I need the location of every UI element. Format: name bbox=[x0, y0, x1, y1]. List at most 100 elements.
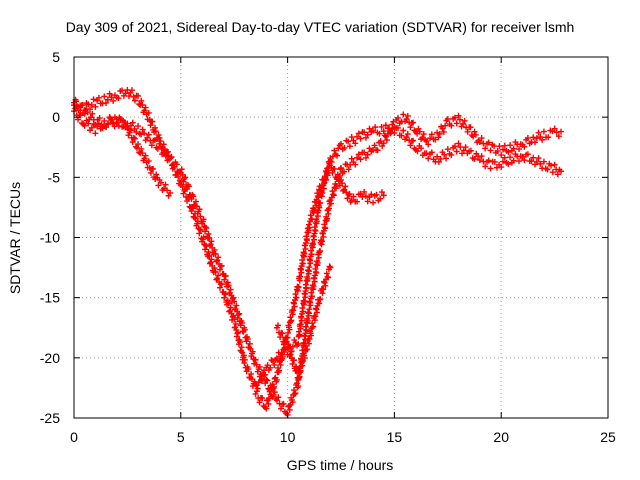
data-point bbox=[553, 129, 560, 136]
chart-title: Day 309 of 2021, Sidereal Day-to-day VTE… bbox=[66, 19, 575, 35]
data-point bbox=[101, 93, 108, 100]
data-point bbox=[304, 346, 311, 353]
data-point bbox=[280, 400, 287, 407]
data-point bbox=[298, 317, 305, 324]
data-point bbox=[448, 122, 455, 129]
data-point bbox=[178, 166, 185, 173]
data-point bbox=[464, 128, 471, 135]
data-point bbox=[307, 260, 314, 267]
data-point bbox=[319, 290, 326, 297]
data-point bbox=[323, 270, 330, 277]
data-point bbox=[366, 145, 373, 152]
data-point bbox=[491, 158, 498, 165]
data-point bbox=[233, 302, 240, 309]
data-point bbox=[196, 206, 203, 213]
data-point bbox=[291, 387, 298, 394]
data-point bbox=[521, 157, 528, 164]
data-point bbox=[321, 279, 328, 286]
data-point bbox=[418, 145, 425, 152]
data-point bbox=[90, 96, 97, 103]
data-point bbox=[129, 139, 136, 146]
data-point bbox=[389, 126, 396, 133]
data-point bbox=[371, 142, 378, 149]
data-point bbox=[544, 166, 551, 173]
data-point bbox=[298, 269, 305, 276]
data-point bbox=[348, 134, 355, 141]
data-point bbox=[311, 236, 318, 243]
data-point bbox=[325, 205, 332, 212]
data-point bbox=[79, 101, 86, 108]
data-point bbox=[362, 154, 369, 161]
data-point bbox=[455, 112, 462, 119]
data-point bbox=[303, 285, 310, 292]
data-point bbox=[197, 213, 204, 220]
data-point bbox=[216, 284, 223, 291]
data-point bbox=[507, 142, 514, 149]
data-point bbox=[478, 153, 485, 160]
data-point bbox=[370, 199, 377, 206]
data-point bbox=[240, 352, 247, 359]
data-point bbox=[312, 313, 319, 320]
data-point bbox=[90, 120, 97, 127]
data-point bbox=[410, 119, 417, 126]
data-point bbox=[321, 180, 328, 187]
data-point bbox=[524, 151, 531, 158]
data-point bbox=[329, 188, 336, 195]
series-track-e bbox=[273, 263, 334, 383]
data-point bbox=[202, 246, 209, 253]
data-point bbox=[516, 158, 522, 165]
data-point bbox=[185, 183, 192, 190]
data-point bbox=[139, 126, 146, 133]
data-point bbox=[337, 166, 344, 173]
data-point bbox=[519, 153, 526, 160]
data-point bbox=[301, 250, 308, 257]
data-point bbox=[286, 326, 293, 333]
data-point bbox=[212, 250, 219, 257]
data-point bbox=[345, 191, 352, 198]
data-point bbox=[292, 390, 299, 397]
data-point bbox=[130, 134, 137, 141]
data-point bbox=[317, 199, 324, 206]
data-point bbox=[328, 200, 335, 207]
data-point bbox=[310, 241, 317, 248]
data-point bbox=[308, 216, 315, 223]
data-point bbox=[398, 132, 405, 139]
data-point bbox=[366, 125, 373, 132]
data-point bbox=[293, 363, 300, 370]
data-point bbox=[376, 130, 383, 137]
data-point bbox=[224, 297, 231, 304]
data-point bbox=[168, 154, 175, 161]
data-point bbox=[239, 349, 246, 356]
data-point bbox=[129, 119, 136, 126]
data-point bbox=[278, 357, 285, 364]
data-point bbox=[346, 143, 353, 150]
data-point bbox=[214, 257, 221, 264]
data-point bbox=[133, 129, 140, 136]
data-point bbox=[313, 202, 320, 209]
data-point bbox=[231, 298, 238, 305]
data-point bbox=[318, 238, 325, 245]
data-point bbox=[482, 163, 489, 170]
data-point bbox=[330, 192, 337, 199]
data-point bbox=[331, 147, 338, 154]
data-point bbox=[485, 139, 492, 146]
data-point bbox=[355, 130, 362, 137]
data-point bbox=[218, 280, 225, 287]
data-point bbox=[380, 192, 387, 199]
data-point bbox=[338, 140, 344, 147]
data-point bbox=[324, 215, 331, 222]
data-point bbox=[264, 377, 271, 384]
data-point bbox=[135, 92, 142, 99]
data-point bbox=[555, 133, 562, 140]
data-point bbox=[315, 254, 322, 261]
data-point bbox=[164, 187, 171, 194]
data-point bbox=[234, 314, 241, 321]
data-point bbox=[317, 187, 324, 194]
data-point bbox=[482, 145, 489, 152]
data-point bbox=[136, 101, 143, 108]
data-point bbox=[403, 116, 410, 123]
data-point bbox=[315, 194, 322, 201]
data-point bbox=[540, 128, 547, 135]
data-point bbox=[256, 399, 263, 406]
data-point bbox=[225, 282, 232, 289]
